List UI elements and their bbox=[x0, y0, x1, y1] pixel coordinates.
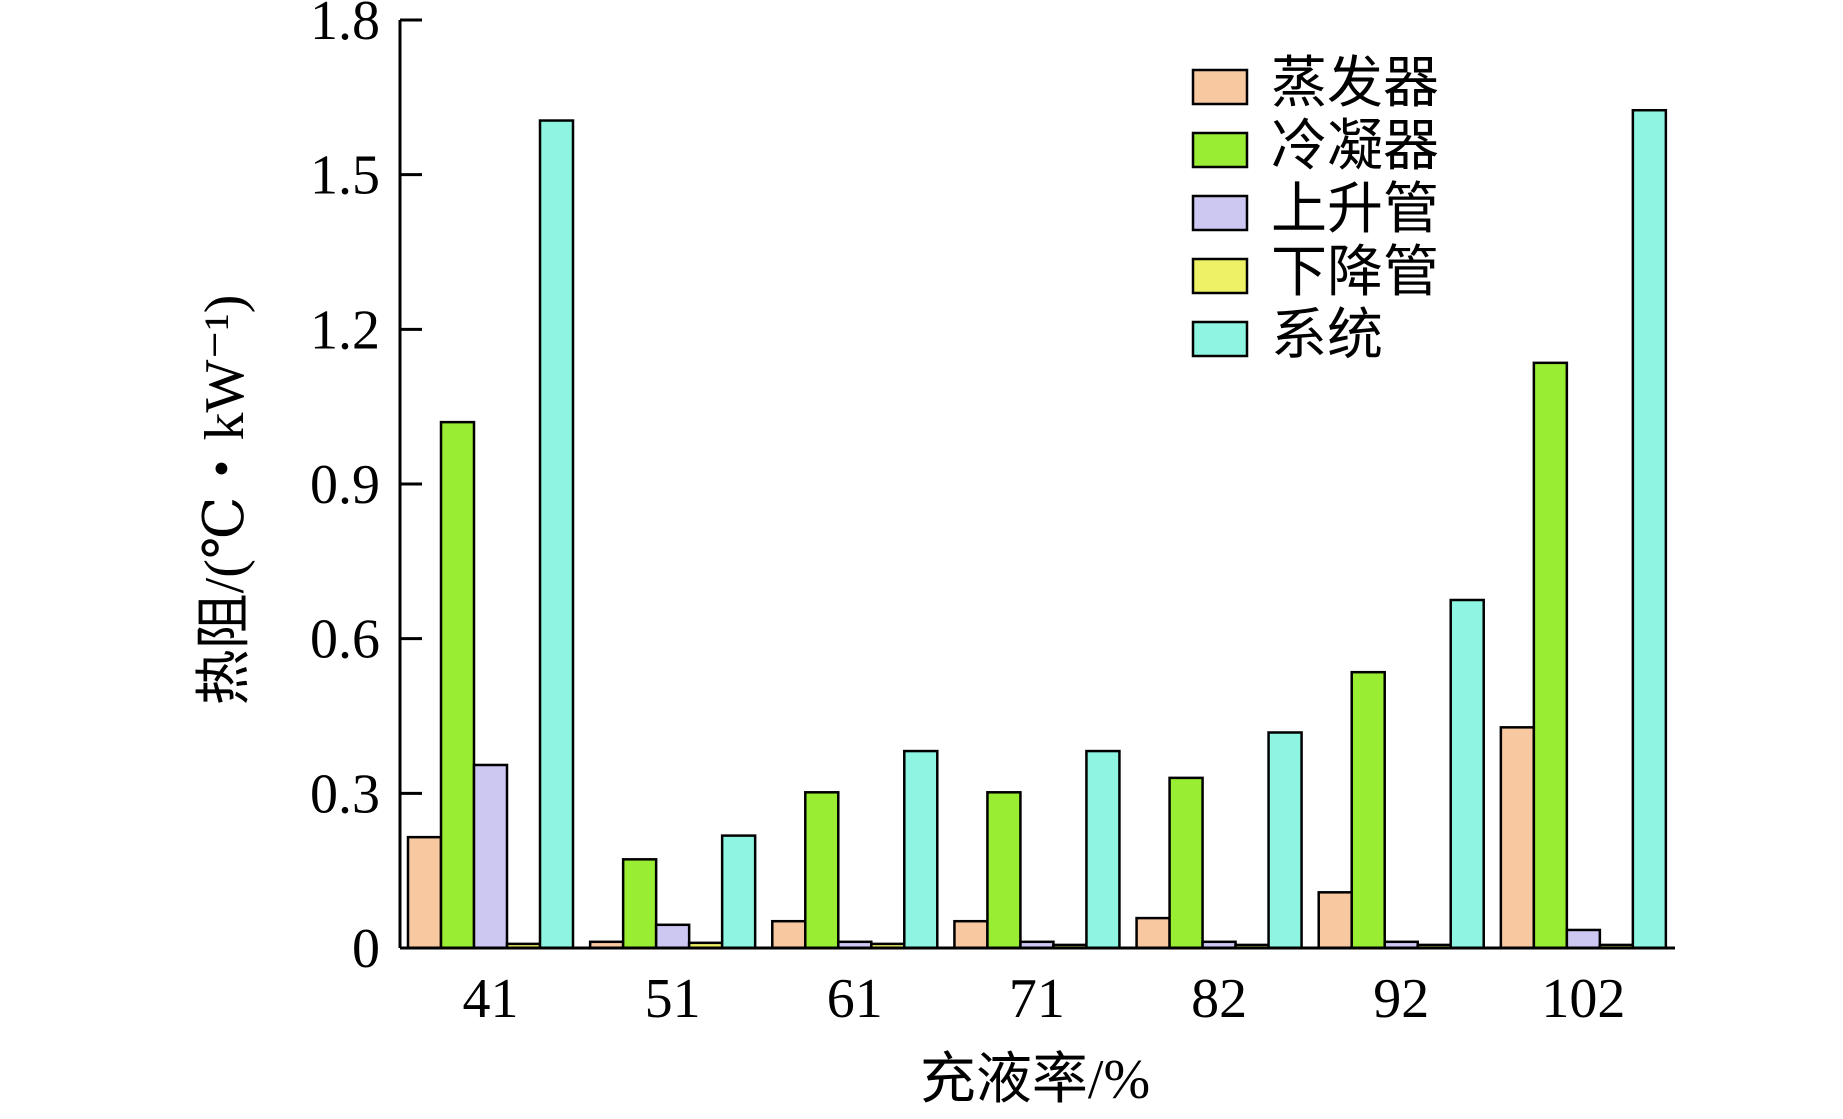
legend-label: 上升管 bbox=[1271, 179, 1439, 241]
bar bbox=[406, 835, 443, 950]
bar bbox=[1631, 108, 1668, 950]
x-tick-label: 61 bbox=[827, 968, 883, 1030]
bar bbox=[538, 119, 575, 950]
legend-label: 系统 bbox=[1271, 305, 1383, 367]
x-tick-label: 51 bbox=[645, 968, 701, 1030]
bar bbox=[1267, 731, 1303, 950]
bar bbox=[1135, 916, 1171, 950]
y-tick-label: 1.2 bbox=[310, 299, 380, 361]
bar bbox=[1317, 891, 1353, 950]
y-tick-label: 1.5 bbox=[310, 145, 380, 207]
legend-label: 下降管 bbox=[1271, 242, 1439, 304]
bar bbox=[654, 923, 691, 950]
bar bbox=[1168, 776, 1204, 950]
legend-swatch bbox=[1191, 257, 1249, 295]
legend-swatch bbox=[1191, 320, 1249, 358]
y-tick-label: 1.8 bbox=[310, 0, 380, 52]
y-tick-label: 0.6 bbox=[310, 609, 380, 671]
bar bbox=[621, 858, 658, 950]
bar bbox=[472, 763, 509, 950]
x-tick-label: 102 bbox=[1541, 968, 1625, 1030]
bar bbox=[1085, 749, 1121, 950]
y-tick-label: 0.3 bbox=[310, 763, 380, 825]
legend-swatch bbox=[1191, 131, 1249, 169]
x-tick-label: 92 bbox=[1373, 968, 1429, 1030]
x-tick-labels: 41 51 61 71 82 92 102 bbox=[463, 968, 1626, 1030]
legend-swatch bbox=[1191, 68, 1249, 106]
bar bbox=[1565, 928, 1602, 950]
bar bbox=[1499, 726, 1536, 950]
bar bbox=[1449, 598, 1485, 950]
bar bbox=[953, 919, 989, 950]
bar bbox=[720, 834, 757, 950]
bar bbox=[1532, 361, 1569, 950]
x-axis-title: 充液率/% bbox=[920, 1049, 1150, 1111]
y-ticks: 0 0.3 0.6 0.9 1.2 1.5 1.8 bbox=[310, 0, 422, 980]
x-tick-label: 71 bbox=[1009, 968, 1065, 1030]
bar bbox=[986, 791, 1022, 950]
legend-label: 蒸发器 bbox=[1271, 53, 1439, 115]
legend-label: 冷凝器 bbox=[1271, 116, 1439, 178]
bar bbox=[439, 420, 476, 950]
bar bbox=[1350, 670, 1386, 950]
bar bbox=[771, 919, 807, 950]
x-tick-label: 82 bbox=[1191, 968, 1247, 1030]
bar bbox=[804, 791, 840, 950]
x-tick-label: 41 bbox=[463, 968, 519, 1030]
y-axis-title: 热阻/(℃・kW⁻¹) bbox=[194, 295, 256, 706]
bar bbox=[903, 749, 939, 950]
y-tick-label: 0.9 bbox=[310, 454, 380, 516]
y-tick-label: 0 bbox=[352, 918, 380, 980]
bars-layer bbox=[406, 108, 1668, 950]
legend-swatch bbox=[1191, 194, 1249, 232]
